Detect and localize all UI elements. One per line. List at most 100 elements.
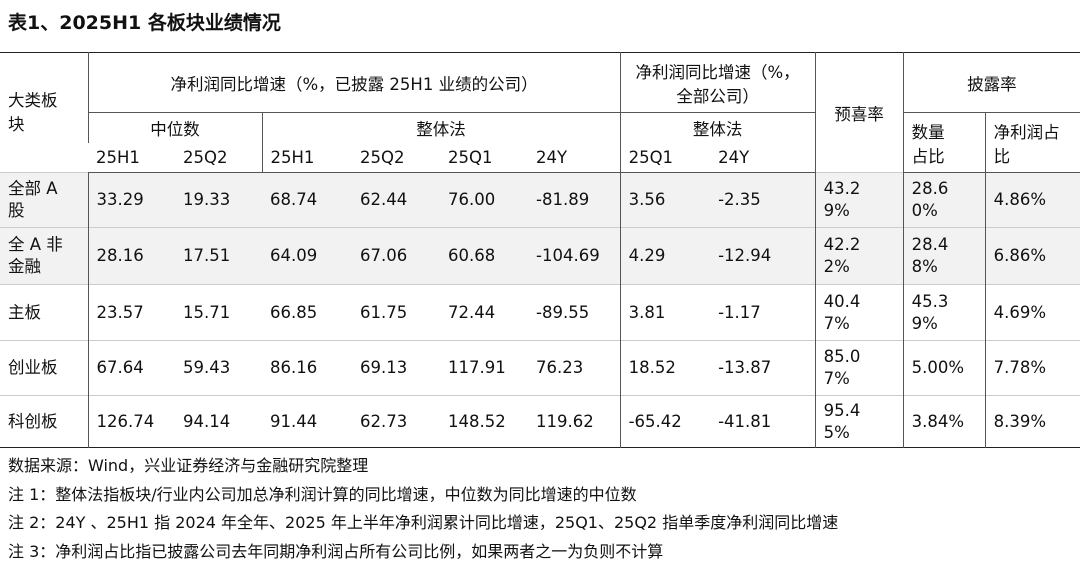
cell-text: 3.84%: [911, 411, 964, 431]
cell-text: 4.29: [628, 246, 666, 265]
cell-text: -41.81: [718, 411, 772, 431]
cell-text: 33.29: [96, 190, 144, 209]
row-label-text: 主板: [8, 302, 41, 322]
cell: 59.43: [175, 340, 262, 396]
cell-text: 7.78%: [993, 358, 1046, 377]
cell: 67.64: [87, 340, 175, 396]
cell-text: 28.60%: [911, 179, 949, 220]
cell: 8.39%: [984, 395, 1080, 448]
row-label: 主板: [0, 284, 88, 341]
note: 数据来源：Wind，兴业证券经济与金融研究院整理: [8, 456, 369, 475]
cell-text: 117.91: [448, 358, 506, 377]
cell: 76.23: [528, 340, 621, 396]
cell: -89.55: [528, 284, 621, 341]
cell: 117.91: [440, 340, 528, 396]
cell-text: -12.94: [718, 246, 772, 265]
row-label-text: 科创板: [8, 411, 58, 431]
header-sector-text: 大类板块: [8, 91, 58, 134]
cell-text: -2.35: [718, 190, 761, 209]
header-group: 净利润同比增速（%，全部公司）: [619, 52, 816, 113]
cell: 17.51: [175, 227, 262, 285]
cell: 6.86%: [984, 227, 1080, 285]
cell-text: 18.52: [628, 358, 676, 377]
header-profit-share: 净利润占比: [984, 112, 1080, 173]
cell: 33.29: [87, 172, 175, 228]
cell: 40.47%: [814, 284, 904, 341]
cell-text: -1.17: [718, 302, 761, 322]
cell-text: 76.23: [536, 358, 584, 377]
cell-text: 148.52: [448, 411, 506, 431]
cell: -12.94: [710, 227, 816, 285]
header-overall: 整体法: [619, 112, 816, 143]
cell-text: -13.87: [718, 358, 772, 377]
cell-text: 42.22%: [823, 235, 861, 276]
notes: 数据来源：Wind，兴业证券经济与金融研究院整理注 1：整体法指板块/行业内公司…: [8, 452, 838, 561]
cell-text: 91.44: [270, 411, 318, 431]
header-period: 25Q2: [352, 142, 440, 173]
cell: -65.42: [619, 395, 711, 448]
cell-text: 94.14: [183, 411, 231, 431]
cell: -41.81: [710, 395, 816, 448]
cell-text: 23.57: [96, 302, 144, 322]
header-period: 25H1: [88, 142, 175, 173]
header-group: 净利润同比增速（%，已披露 25H1 业绩的公司）: [87, 52, 621, 113]
cell-text: 119.62: [536, 411, 594, 431]
note: 注 2：24Y 、25H1 指 2024 年全年、2025 年上半年净利润累计同…: [8, 513, 839, 532]
cell-text: -104.69: [536, 246, 600, 265]
cell: 23.57: [87, 284, 175, 341]
cell: 7.78%: [984, 340, 1080, 396]
table-row: 全 A 非金融 28.16 17.51 64.09 67.06 60.68 -104.69 4…: [0, 227, 1080, 285]
cell: 91.44: [262, 395, 352, 448]
cell: 86.16: [262, 340, 352, 396]
header-sector: 大类板块: [0, 53, 88, 173]
cell: 3.81: [619, 284, 711, 341]
note: 注 1：整体法指板块/行业内公司加总净利润计算的同比增速，中位数为同比增速的中位…: [8, 484, 637, 504]
header-count-share: 数量占比: [902, 112, 986, 173]
cell-text: 15.71: [183, 302, 231, 322]
cell: 61.75: [352, 284, 440, 341]
row-label: 全 A 非金融: [0, 227, 88, 285]
cell: 62.44: [352, 172, 440, 228]
cell: 72.44: [440, 284, 528, 341]
cell: 4.29: [619, 227, 711, 285]
cell: 68.74: [262, 172, 352, 228]
cell-text: 62.44: [360, 190, 408, 209]
cell-text: 67.64: [96, 358, 144, 377]
header-period: 25H1: [261, 142, 352, 173]
cell-text: -89.55: [536, 302, 590, 322]
row-label: 创业板: [0, 340, 88, 396]
cell-text: 4.69%: [993, 302, 1046, 322]
cell-text: 76.00: [448, 190, 496, 209]
cell-text: 3.56: [628, 190, 666, 209]
cell: -2.35: [710, 172, 816, 228]
header-period: 25Q2: [175, 142, 262, 173]
cell: 45.39%: [902, 284, 986, 341]
cell-text: 69.13: [360, 358, 408, 377]
cell-text: 17.51: [183, 246, 231, 265]
cell: 148.52: [440, 395, 528, 448]
header-period: 24Y: [710, 142, 816, 173]
row-label-text: 全 A 非金融: [8, 235, 63, 276]
header-count-share-text: 数量占比: [911, 122, 945, 166]
cell-text: 95.45%: [823, 400, 861, 442]
cell-text: 126.74: [96, 411, 155, 431]
data-table: 大类板块 净利润同比增速（%，已披露 25H1 业绩的公司） 净利润同比增速（%…: [0, 52, 1080, 448]
header-overall: 整体法: [261, 112, 621, 143]
cell-text: 62.73: [360, 411, 408, 431]
cell: 119.62: [528, 395, 621, 448]
cell: 60.68: [440, 227, 528, 285]
cell-text: 60.68: [448, 246, 496, 265]
header-period: 24Y: [528, 142, 621, 173]
cell-text: 72.44: [448, 302, 496, 322]
cell-text: 59.43: [183, 358, 231, 377]
header-period: 25Q1: [619, 142, 711, 173]
cell-text: 40.47%: [823, 291, 861, 333]
cell: -104.69: [528, 227, 621, 285]
cell: 4.86%: [984, 172, 1080, 228]
table-row: 全部 A 股 33.29 19.33 68.74 62.44 76.00 -81.89 3.5…: [0, 172, 1080, 228]
cell-text: 4.86%: [993, 190, 1046, 209]
cell: 42.22%: [814, 227, 904, 285]
cell-text: 28.48%: [911, 235, 949, 276]
cell: 18.52: [619, 340, 711, 396]
